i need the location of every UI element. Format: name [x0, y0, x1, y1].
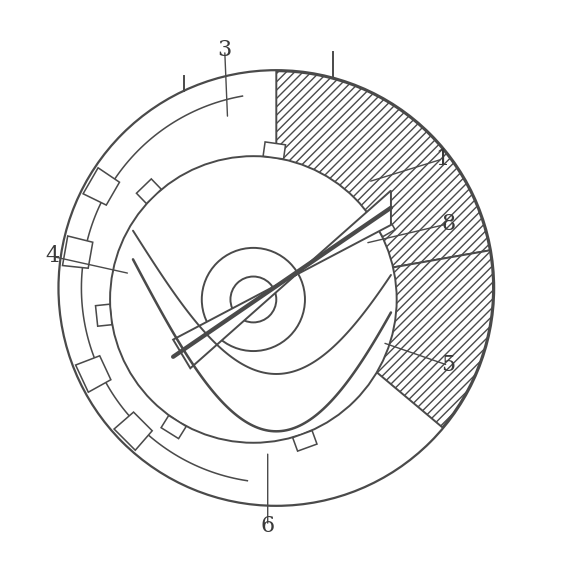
Polygon shape	[76, 356, 111, 392]
Text: 8: 8	[441, 213, 456, 235]
Polygon shape	[63, 236, 93, 268]
Text: 1: 1	[436, 148, 450, 170]
Wedge shape	[276, 251, 493, 427]
Circle shape	[202, 248, 305, 351]
Polygon shape	[173, 191, 391, 368]
Text: 4: 4	[46, 245, 60, 267]
Text: 3: 3	[218, 39, 232, 61]
Polygon shape	[263, 142, 285, 159]
Text: 6: 6	[261, 515, 275, 537]
Polygon shape	[96, 304, 112, 326]
Polygon shape	[136, 179, 161, 203]
Polygon shape	[161, 415, 186, 438]
Wedge shape	[276, 71, 490, 288]
Polygon shape	[114, 412, 152, 450]
Polygon shape	[83, 168, 120, 205]
Polygon shape	[293, 431, 317, 451]
Polygon shape	[372, 212, 395, 237]
Circle shape	[231, 276, 276, 323]
Text: 5: 5	[441, 354, 456, 376]
Circle shape	[110, 156, 397, 443]
